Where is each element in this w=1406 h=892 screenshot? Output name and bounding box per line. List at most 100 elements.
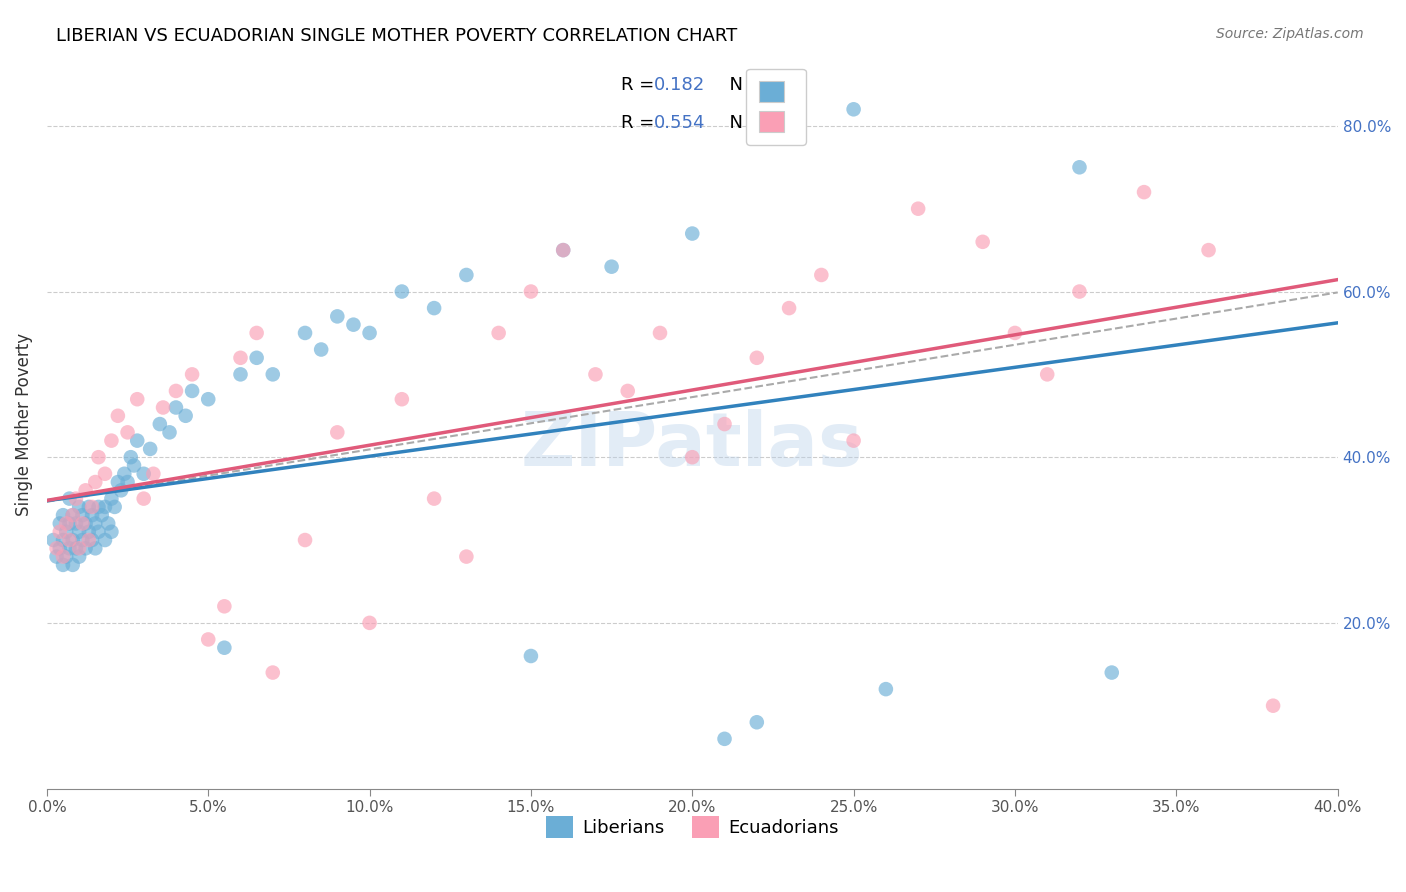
Point <box>1261 698 1284 713</box>
Point <box>58 491 80 506</box>
Point <box>127 434 149 448</box>
Point <box>67 500 90 514</box>
Point <box>165 401 187 415</box>
Point <box>681 450 703 465</box>
Point <box>745 351 768 365</box>
Point <box>553 243 575 257</box>
Point <box>262 665 284 680</box>
Point <box>75 516 97 531</box>
Point <box>181 384 204 398</box>
Point <box>120 450 142 465</box>
Point <box>972 235 994 249</box>
Point <box>294 533 316 547</box>
Point <box>84 541 107 556</box>
Point <box>520 648 543 663</box>
Point <box>810 268 832 282</box>
Point <box>65 491 87 506</box>
Point <box>117 475 139 489</box>
Text: 55: 55 <box>763 114 786 132</box>
Point <box>681 227 703 241</box>
Point <box>67 549 90 564</box>
Point <box>67 524 90 539</box>
Point <box>342 318 364 332</box>
Point <box>97 516 120 531</box>
Point <box>62 508 84 523</box>
Point <box>110 483 132 498</box>
Point <box>1101 665 1123 680</box>
Point <box>456 268 478 282</box>
Point <box>600 260 623 274</box>
Point <box>58 541 80 556</box>
Point <box>152 401 174 415</box>
Point <box>262 368 284 382</box>
Text: LIBERIAN VS ECUADORIAN SINGLE MOTHER POVERTY CORRELATION CHART: LIBERIAN VS ECUADORIAN SINGLE MOTHER POV… <box>56 27 738 45</box>
Text: ZIPatlas: ZIPatlas <box>522 409 863 483</box>
Point <box>181 368 204 382</box>
Point <box>648 326 671 340</box>
Point <box>842 103 865 117</box>
Point <box>456 549 478 564</box>
Point <box>214 640 236 655</box>
Point <box>246 326 269 340</box>
Point <box>58 533 80 547</box>
Text: N =: N = <box>718 114 769 132</box>
Point <box>229 351 252 365</box>
Point <box>62 533 84 547</box>
Point <box>62 558 84 572</box>
Point <box>100 434 122 448</box>
Point <box>197 632 219 647</box>
Point <box>52 533 75 547</box>
Point <box>122 458 145 473</box>
Point <box>309 343 332 357</box>
Point <box>49 524 72 539</box>
Point <box>359 326 381 340</box>
Point <box>520 285 543 299</box>
Point <box>72 516 94 531</box>
Point <box>87 500 110 514</box>
Point <box>142 467 165 481</box>
Point <box>77 533 100 547</box>
Point <box>1198 243 1220 257</box>
Point <box>55 524 77 539</box>
Point <box>553 243 575 257</box>
Point <box>90 508 112 523</box>
Point <box>713 731 735 746</box>
Point <box>391 392 413 407</box>
Point <box>127 392 149 407</box>
Point <box>67 541 90 556</box>
Point <box>1036 368 1059 382</box>
Point <box>1069 285 1091 299</box>
Text: R =: R = <box>621 76 661 95</box>
Point <box>80 533 103 547</box>
Point <box>875 682 897 697</box>
Text: Source: ZipAtlas.com: Source: ZipAtlas.com <box>1216 27 1364 41</box>
Point <box>100 524 122 539</box>
Point <box>75 483 97 498</box>
Point <box>112 467 135 481</box>
Point <box>75 541 97 556</box>
Point <box>165 384 187 398</box>
Point <box>87 524 110 539</box>
Point <box>214 599 236 614</box>
Point <box>713 417 735 431</box>
Point <box>842 434 865 448</box>
Point <box>77 524 100 539</box>
Point <box>65 541 87 556</box>
Point <box>229 368 252 382</box>
Point <box>94 467 117 481</box>
Text: 76: 76 <box>763 76 786 95</box>
Point <box>62 508 84 523</box>
Y-axis label: Single Mother Poverty: Single Mother Poverty <box>15 333 32 516</box>
Text: R =: R = <box>621 114 661 132</box>
Point <box>49 541 72 556</box>
Point <box>132 491 155 506</box>
Point <box>84 516 107 531</box>
Point <box>1004 326 1026 340</box>
Point <box>423 491 446 506</box>
Point <box>94 533 117 547</box>
Legend: Liberians, Ecuadorians: Liberians, Ecuadorians <box>538 809 845 845</box>
Point <box>45 549 67 564</box>
Point <box>139 442 162 456</box>
Point <box>174 409 197 423</box>
Point <box>107 475 129 489</box>
